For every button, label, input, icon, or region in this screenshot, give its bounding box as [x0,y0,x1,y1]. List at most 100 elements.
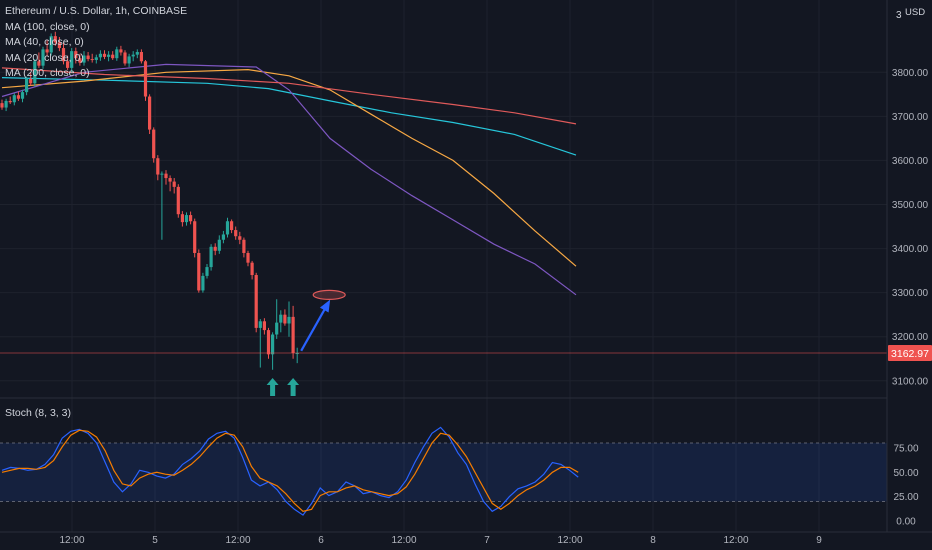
candle-body [258,321,262,328]
price-axis[interactable]: 3100.00 3200.00 3300.00 3400.00 3500.00 3600.… [886,0,929,532]
candle-body [86,55,90,60]
candle-body [254,275,258,328]
candle-body [213,246,217,251]
candle-body [20,92,25,99]
candle-body [66,61,70,68]
candle-body [148,96,152,130]
stoch-line [1,429,579,512]
candle-body [217,239,221,251]
indicator-legend: Ethereum / U.S. Dollar, 1h, COINBASE MA … [5,4,187,82]
price-tick-label: 3600.00 [892,156,929,167]
time-tick-label: 12:00 [391,535,416,546]
candle-body [49,36,53,53]
candle-body [271,334,275,355]
candle-body [12,95,16,103]
candle-body [189,215,193,222]
time-tick-label: 12:00 [723,535,748,546]
candle-body [250,262,254,276]
candle-body [90,59,94,61]
stoch-title[interactable]: Stoch (8, 3, 3) [5,407,71,419]
candle-body [205,267,209,276]
candle-body [29,78,33,84]
candle-body [295,353,299,355]
candle-body [287,316,291,324]
candle-body [262,321,266,331]
legend-ma-40[interactable]: MA (40, close, 0) [5,36,84,48]
chart-title[interactable]: Ethereum / U.S. Dollar, 1h, COINBASE [5,5,188,17]
candle-body [238,236,242,240]
candle-body [172,181,176,187]
projection-arrow-head [319,299,331,313]
candle-body [230,221,234,231]
candle-body [221,234,225,240]
candle-body [0,103,4,108]
price-tick-label: 3500.00 [892,200,929,211]
legend-ma-20[interactable]: MA (20, close, 0) [5,51,84,64]
legend-ma-200[interactable]: MA (200, close, 0) [5,67,90,79]
candle-body [184,215,189,223]
candle-body [283,314,287,324]
ma-line [1,63,577,296]
candle-body [266,330,271,355]
stoch-line [1,426,579,516]
candle-body [33,61,37,84]
candle-body [193,221,197,253]
candle-body [98,53,102,58]
candle-body [225,221,230,235]
candle-body [119,49,123,53]
stoch-tick-label: 25.00 [893,492,918,503]
time-tick-label: 5 [152,535,158,546]
candle-body [4,100,8,108]
candle-body [180,214,184,223]
candle-body [82,55,86,63]
candle-body [57,42,61,49]
buy-signal-arrow [287,378,300,396]
candle-body [8,100,12,103]
candle-body [94,57,98,60]
stoch-tick-label: 50.00 [893,468,918,479]
candle-body [197,252,201,291]
candle-body [25,78,29,93]
time-tick-label: 7 [484,535,490,546]
candle-body [127,56,131,64]
currency-label: USD [905,7,926,18]
candle-body [102,53,107,57]
candle-body [70,51,74,68]
ma-line [1,77,577,156]
candle-body [139,52,143,62]
projection-arrow [300,304,329,352]
time-tick-label: 8 [650,535,656,546]
price-tick-label: 3700.00 [892,112,929,123]
ma-line [1,68,577,267]
candle-body [74,51,78,59]
candle-body [246,252,250,263]
price-tick-label: 3200.00 [892,332,929,343]
candle-body [111,54,115,59]
candle-body [168,178,172,182]
time-axis[interactable]: 12:00 5 12:00 6 12:00 7 12:00 8 12:00 9 [0,531,932,546]
candles [0,31,299,370]
price-tick-label: 3400.00 [892,244,929,255]
annotations [266,289,346,396]
buy-signal-arrow [266,378,279,396]
time-tick-label: 9 [816,535,822,546]
ma-line [1,67,577,125]
last-price-line: 3162.97 [0,345,932,362]
candle-body [156,158,160,175]
candle-body [78,58,82,63]
candle-body [135,52,139,55]
legend-ma-100[interactable]: MA (100, close, 0) [5,20,90,33]
candle-body [209,246,213,268]
price-tick-label: 3100.00 [892,376,929,387]
last-price-badge [888,345,932,362]
candle-body [201,275,205,291]
price-tick-label: 3300.00 [892,288,929,299]
stoch-tick-label: 0.00 [896,517,916,528]
candle-body [152,129,156,159]
candle-body [61,48,66,62]
candle-body [291,316,295,354]
candle-body [123,52,127,64]
last-price-label: 3162.97 [891,348,929,360]
time-tick-label: 6 [318,535,324,546]
